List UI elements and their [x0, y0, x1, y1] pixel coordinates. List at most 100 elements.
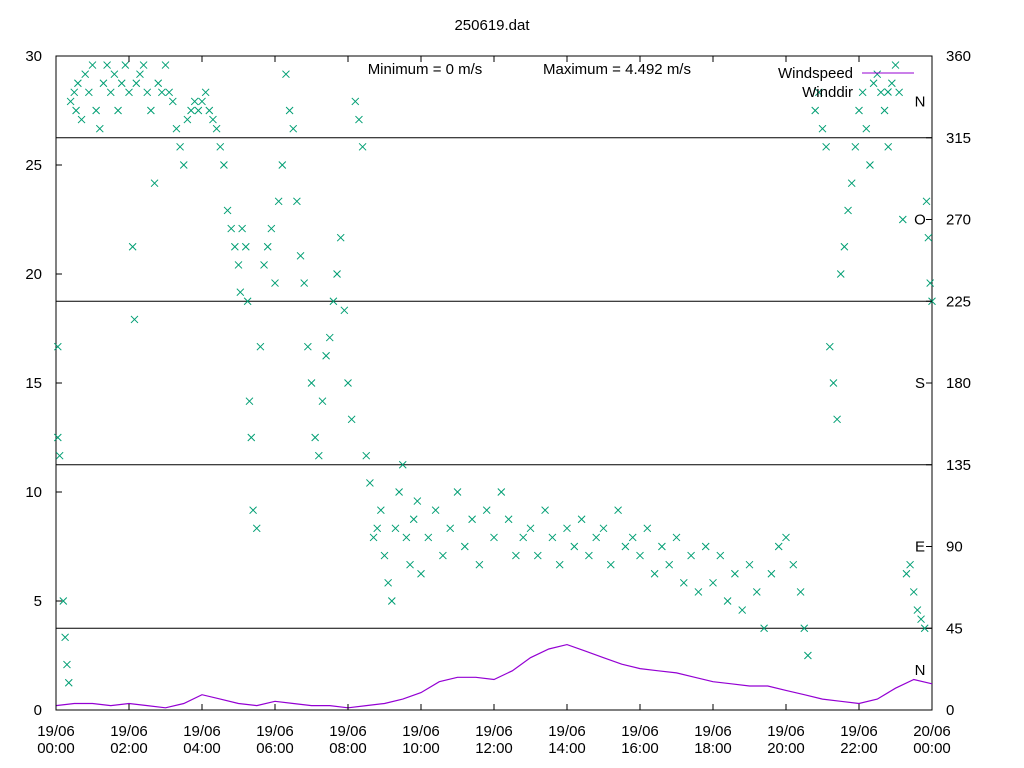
compass-label: S [915, 375, 925, 392]
winddir-point [247, 433, 256, 442]
winddir-point [179, 161, 188, 169]
compass-label: N [915, 662, 926, 679]
winddir-point [125, 88, 133, 97]
x-tick-label-time: 00:00 [913, 740, 951, 757]
winddir-point [66, 97, 75, 106]
winddir-point [592, 533, 601, 542]
y-axis-left: 0 5 10 15 20 25 30 [25, 48, 62, 719]
winddir-point [833, 415, 841, 424]
x-tick-label-time: 08:00 [329, 740, 367, 757]
winddir-point [570, 542, 579, 551]
windspeed-line [55, 643, 933, 709]
winddir-point [355, 115, 363, 124]
winddir-point [358, 142, 367, 151]
winddir-point [533, 551, 542, 560]
x-tick-label-date: 19/06 [621, 723, 659, 740]
winddir-point [913, 606, 922, 614]
winddir-point [322, 351, 330, 360]
winddir-point [130, 315, 139, 324]
legend: Windspeed Winddir [778, 65, 914, 101]
winddir-point [468, 515, 476, 524]
y-left-tick-label: 10 [25, 484, 42, 501]
winddir-point [855, 106, 863, 115]
winddir-point [606, 560, 615, 569]
winddir-point [72, 106, 80, 115]
winddir-point [205, 106, 214, 115]
winddir-point [701, 542, 710, 551]
winddir-point [614, 506, 622, 515]
winddir-point [789, 560, 798, 569]
x-tick-label-time: 10:00 [402, 740, 440, 757]
y-right-tick-label: 135 [946, 457, 971, 474]
y-right-tick-label: 225 [946, 293, 971, 310]
y-left-tick-label: 5 [34, 593, 42, 610]
winddir-point [906, 560, 914, 569]
winddir-point [103, 61, 111, 69]
legend-swatch-winddir [884, 88, 892, 96]
x-tick-label-time: 04:00 [183, 740, 221, 757]
winddir-point [150, 179, 159, 188]
winddir-point [665, 560, 674, 569]
legend-label-windspeed: Windspeed [778, 65, 853, 82]
winddir-point [161, 61, 170, 69]
winddir-point [369, 533, 378, 542]
winddir-point [439, 551, 447, 560]
x-tick-label-time: 14:00 [548, 740, 586, 757]
winddir-point [61, 633, 69, 642]
winddir-point [380, 551, 389, 560]
winddir-point [260, 261, 268, 269]
winddir-point [303, 342, 312, 351]
winddir-point [822, 142, 831, 151]
winddir-point [460, 542, 469, 551]
winddir-point [59, 597, 68, 605]
x-tick-label-date: 19/06 [767, 723, 805, 740]
winddir-point [490, 533, 498, 542]
winddir-point [519, 533, 528, 542]
compass-label: N [915, 93, 926, 110]
winddir-point [446, 524, 455, 533]
winddir-point [234, 261, 243, 269]
winddir-point [64, 678, 73, 687]
winddir-point [862, 124, 871, 133]
x-tick-label-time: 02:00 [110, 740, 148, 757]
winddir-point [884, 142, 893, 151]
gridlines [56, 137, 932, 629]
y-left-tick-label: 25 [25, 157, 42, 174]
winddir-point [924, 233, 933, 242]
winddir-point [409, 515, 418, 524]
winddir-point [402, 533, 411, 542]
winddir-point [829, 379, 838, 387]
y-left-tick-label: 0 [34, 702, 42, 719]
winddir-point [406, 560, 414, 569]
winddir-point [395, 488, 403, 496]
winddir-point [243, 297, 252, 306]
x-tick-label-date: 19/06 [475, 723, 513, 740]
annotation-maximum: Maximum = 4.492 m/s [543, 61, 691, 78]
winddir-point [314, 451, 323, 460]
winddir-point [157, 88, 166, 97]
winddir-point [88, 61, 97, 69]
winddir-point [289, 124, 298, 133]
winddir-point [110, 70, 119, 79]
winddir-point [318, 397, 327, 406]
winddir-point [325, 333, 334, 342]
winddir-point [147, 106, 155, 115]
winddir-point [847, 179, 856, 188]
y-right-tick-label: 0 [946, 702, 954, 719]
winddir-point [920, 624, 929, 633]
compass-label: O [914, 212, 926, 229]
winddir-point [300, 279, 309, 287]
winddir-point [895, 88, 904, 97]
x-tick-label-date: 19/06 [183, 723, 221, 740]
x-tick-label-date: 19/06 [840, 723, 878, 740]
x-tick-label-date: 19/06 [329, 723, 367, 740]
winddir-point [274, 197, 283, 206]
winddir-point [99, 79, 108, 88]
winddir-point [745, 560, 754, 569]
winddir-point [851, 142, 860, 151]
winddir-point [599, 524, 608, 533]
x-tick-label-time: 12:00 [475, 740, 513, 757]
x-tick-label-time: 06:00 [256, 740, 294, 757]
winddir-point [311, 433, 320, 442]
